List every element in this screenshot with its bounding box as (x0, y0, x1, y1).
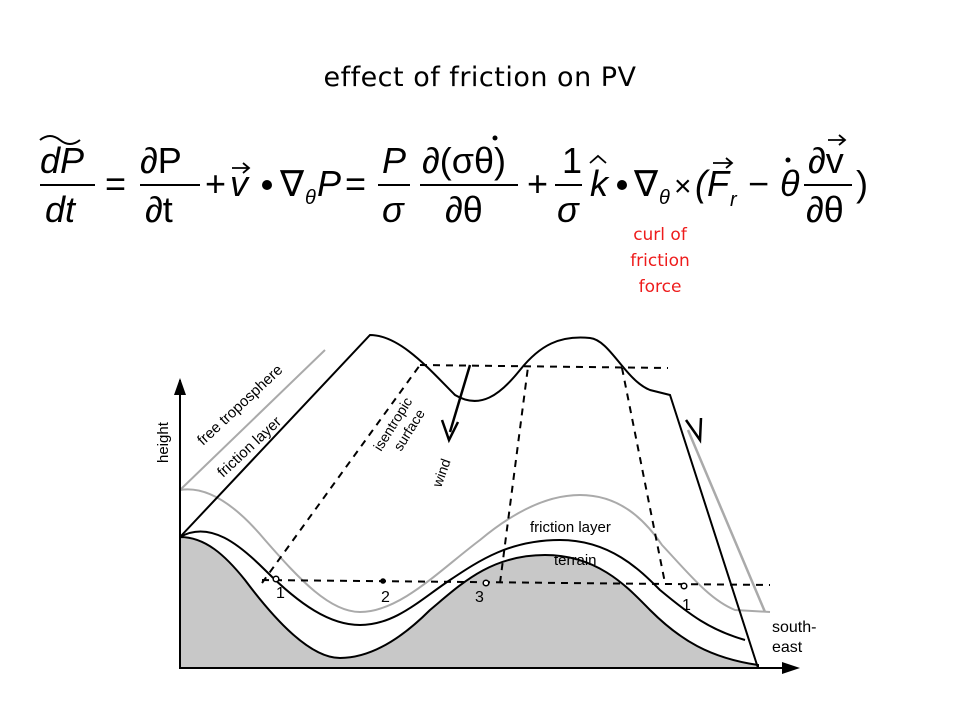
friction-layer-right-label: friction layer (530, 519, 611, 536)
y-axis-arrow-icon (174, 378, 186, 395)
term1-denominator: ∂t (145, 189, 173, 230)
top-boundary-line (179, 333, 759, 669)
page-title: effect of friction on PV (323, 62, 637, 93)
curl-annotation: curl of friction force (610, 222, 710, 300)
point-3-marker (482, 579, 490, 587)
point-3-label: 3 (475, 589, 484, 606)
nabla-subscript: θ (305, 187, 316, 209)
nabla-symbol-2: ∇ (633, 163, 659, 204)
point-1-label: 1 (276, 585, 285, 602)
x-axis-label-line-2: east (772, 639, 803, 656)
descent-arrow-head-icon (684, 417, 703, 444)
curl-line-3: force (638, 277, 682, 297)
theta-dot-2-icon (785, 157, 791, 163)
y-axis-label: height (155, 421, 172, 463)
minus-sign: − (748, 163, 769, 204)
plus-sign-1: + (205, 163, 226, 204)
nabla-subscript-2: θ (659, 187, 670, 209)
hat-mark-icon (589, 154, 607, 164)
term5-numerator: 1 (562, 140, 582, 181)
term5-denominator: σ (557, 189, 580, 230)
vector-arrow-3-icon (828, 134, 847, 146)
close-paren: ) (856, 163, 868, 204)
equals-sign-2: = (345, 163, 366, 204)
friction-force-symbol: (F (695, 163, 731, 204)
point-1-marker (272, 575, 280, 583)
isentropic-bottom-dashed (261, 579, 771, 586)
pressure-symbol: P (317, 163, 341, 204)
terrain-label: terrain (554, 552, 597, 569)
term6-numerator: ∂v (808, 140, 844, 181)
term1-numerator: ∂P (140, 140, 182, 181)
friction-subscript: r (730, 189, 738, 211)
isentropic-top-dashed (419, 364, 669, 369)
term3-denominator: σ (382, 189, 405, 230)
isentropic-line-left (261, 364, 421, 584)
dot-operator-2-icon (617, 180, 627, 190)
point-2-label: 2 (381, 589, 390, 606)
friction-layer-lower-boundary (179, 530, 746, 641)
term3-numerator: P (382, 140, 406, 181)
plus-sign-2: + (527, 163, 548, 204)
curl-line-1: curl of (633, 225, 687, 245)
cross-symbol: × (674, 170, 692, 203)
theta-dot-icon (492, 135, 498, 141)
nabla-symbol: ∇ (279, 163, 305, 204)
isentropic-right-line (621, 367, 666, 584)
wind-arrow (448, 364, 472, 433)
vector-arrow-2-icon (713, 157, 734, 169)
friction-layer-top-line (179, 488, 771, 614)
lhs-denominator: dt (45, 189, 77, 230)
tilde-mark (39, 135, 81, 145)
theta-symbol: θ (780, 163, 800, 204)
free-troposphere-line (179, 349, 326, 491)
term4-denominator: ∂θ (445, 189, 483, 230)
lhs-numerator: dP (40, 140, 84, 181)
terrain-shape (179, 535, 759, 669)
wind-arrow-head-icon (440, 419, 460, 444)
term4-numerator: ∂(σθ) (422, 140, 506, 181)
vector-arrow-icon (232, 162, 251, 174)
wind-label: wind (428, 456, 453, 489)
isentropic-mid-line (499, 366, 529, 584)
velocity-symbol: v (230, 163, 250, 204)
descending-gray-line (686, 429, 767, 613)
k-hat-symbol: k (590, 163, 610, 204)
curl-line-2: friction (630, 251, 690, 271)
point-1b-label: 1 (682, 597, 691, 614)
x-axis-arrow-icon (782, 662, 800, 674)
point-1b-marker (680, 582, 688, 590)
x-axis-label-line-1: south- (772, 619, 816, 636)
point-2-marker (380, 578, 386, 584)
equals-sign-1: = (105, 163, 126, 204)
term6-denominator: ∂θ (806, 189, 844, 230)
pv-equation: dP dt = ∂P ∂t + v ∇ θ P = P σ ∂(σθ) ∂θ +… (39, 134, 868, 230)
dot-operator-icon (262, 180, 272, 190)
